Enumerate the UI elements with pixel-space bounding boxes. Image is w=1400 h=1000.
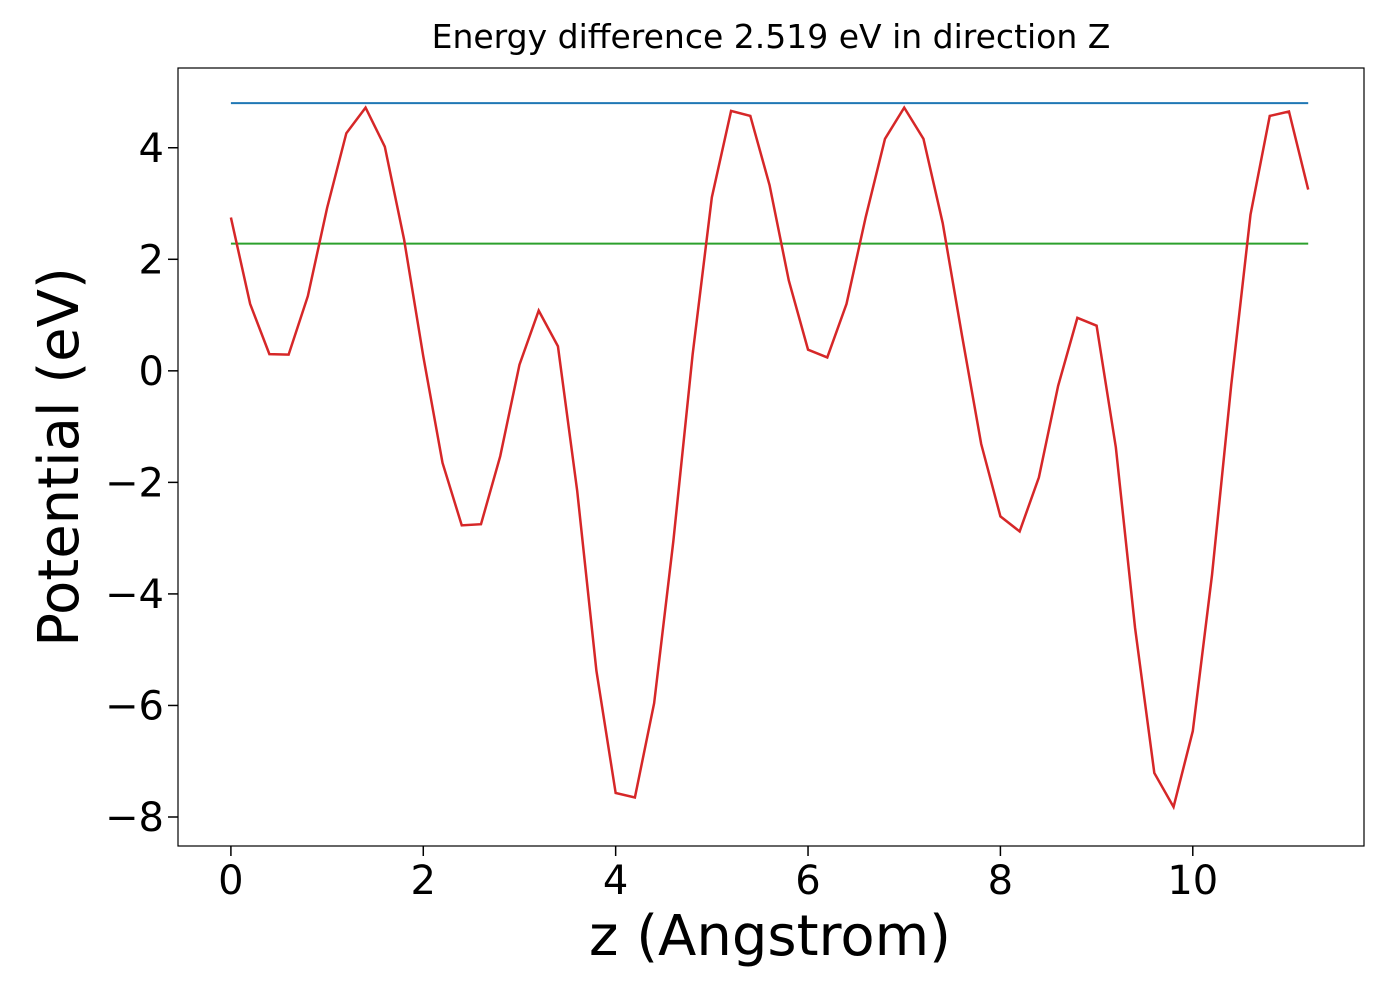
y-tick-label: −4 bbox=[105, 572, 164, 618]
y-tick-label: 2 bbox=[139, 237, 164, 283]
x-tick-label: 2 bbox=[411, 858, 436, 904]
x-tick-label: 10 bbox=[1167, 858, 1218, 904]
x-axis-label: z (Angstrom) bbox=[589, 904, 951, 969]
y-tick-label: 0 bbox=[139, 349, 164, 395]
y-tick-label: 4 bbox=[139, 126, 164, 172]
y-tick-label: −8 bbox=[105, 795, 164, 841]
line-series bbox=[229, 105, 1310, 811]
y-tick-label: −2 bbox=[105, 460, 164, 506]
x-tick-label: 8 bbox=[988, 858, 1013, 904]
y-axis-label: Potential (eV) bbox=[27, 267, 92, 647]
x-tick-label: 4 bbox=[603, 858, 628, 904]
x-tick-label: 6 bbox=[795, 858, 820, 904]
y-tick-label: −6 bbox=[105, 683, 164, 729]
chart-title: Energy difference 2.519 eV in direction … bbox=[432, 17, 1111, 56]
x-tick-label: 0 bbox=[218, 858, 243, 904]
plot-frame bbox=[177, 67, 1365, 847]
